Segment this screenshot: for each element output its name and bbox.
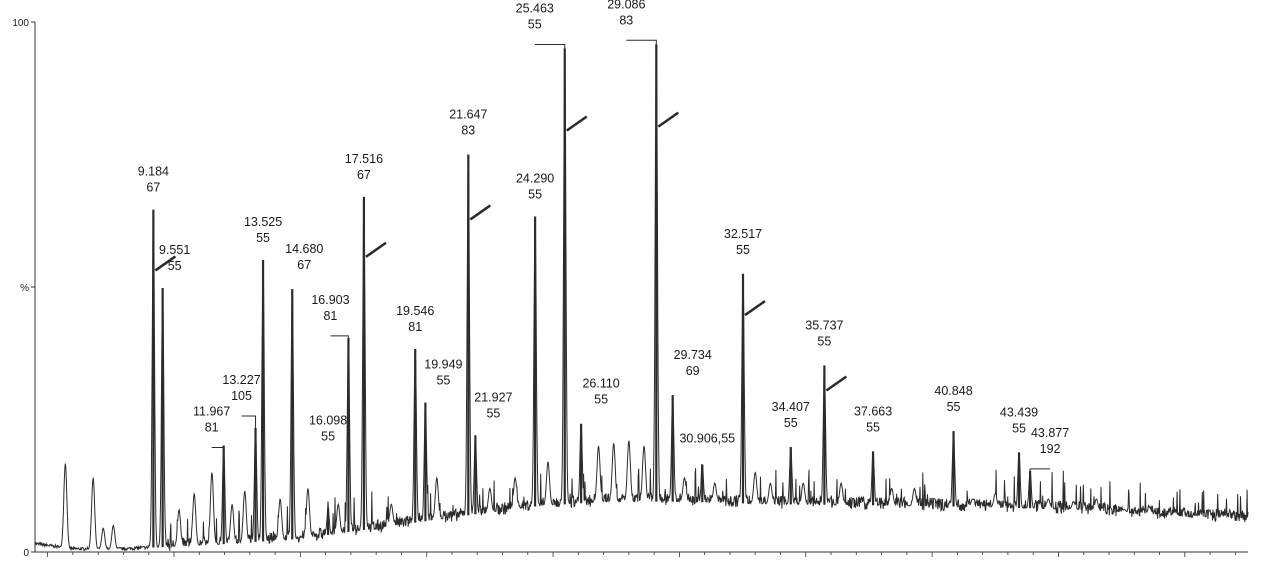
peak-rt-label: 16.098 (309, 414, 347, 428)
label-leader (534, 44, 566, 49)
peak-labels: 9.184 67 9.551 55 11.967 81 13.227 105 13.525 55 1… (138, 0, 1069, 471)
peak-rt-label: 21.647 (449, 108, 487, 122)
peak-rt-label: 9.184 (138, 165, 169, 179)
peak-mz-label: 55 (528, 188, 542, 202)
peak-mz-label: 55 (817, 334, 831, 348)
peak-rt-label: 25.463 (516, 2, 554, 16)
y-tick-label: % (20, 283, 29, 294)
label-leader (1029, 468, 1051, 471)
peak-mz-label: 55 (436, 374, 450, 388)
chromatogram-trace (34, 46, 1249, 552)
peak-rt-label: 35.737 (805, 318, 843, 332)
peak-rt-label: 43.877 (1031, 426, 1069, 440)
peak-mz-label: 81 (205, 420, 219, 434)
peak-break-mark (154, 255, 177, 272)
peak-mz-label: 55 (736, 243, 750, 257)
peak-rt-label: 19.949 (424, 358, 462, 372)
chart-axes: 0% 100 (12, 18, 1248, 559)
peak-rt-label: 14.680 (285, 242, 323, 256)
peak-mz-label: 55 (947, 400, 961, 414)
label-leader (330, 335, 349, 338)
peak-break-mark (365, 241, 387, 258)
peak-mz-label: 55 (594, 393, 608, 407)
peak-rt-label: 9.551 (159, 243, 190, 257)
label-leader (211, 445, 225, 448)
peak-label: 30.906,55 (679, 432, 735, 446)
y-tick-label: 0 (23, 548, 29, 559)
peak-rt-label: 40.848 (934, 384, 972, 398)
peak-mz-label: 55 (528, 18, 542, 32)
signal-line (34, 46, 1249, 552)
peak-rt-label: 16.903 (311, 293, 349, 307)
peak-rt-label: 13.525 (244, 215, 282, 229)
peak-mz-label: 69 (686, 364, 700, 378)
peak-mz-label: 83 (461, 124, 475, 138)
peak-break-mark (744, 300, 766, 317)
peak-mz-label: 55 (256, 231, 270, 245)
peak-mz-label: 192 (1040, 442, 1061, 456)
peak-markers (152, 44, 1032, 548)
peak-mz-label: 81 (408, 320, 422, 334)
peak-break-mark (566, 115, 588, 132)
peak-mz-label: 55 (168, 259, 182, 273)
peak-break-mark (825, 375, 848, 392)
peak-rt-label: 43.439 (1000, 405, 1038, 419)
peak-mz-label: 55 (866, 420, 880, 434)
peak-mz-label: 55 (486, 406, 500, 420)
peak-rt-label: 29.734 (674, 348, 712, 362)
peak-mz-label: 83 (619, 13, 633, 27)
peak-rt-label: 29.086 (607, 0, 645, 11)
peak-rt-label: 37.663 (854, 404, 892, 418)
label-leader (241, 415, 257, 428)
peak-mz-label: 67 (357, 168, 371, 182)
label-leader (626, 39, 657, 45)
peak-mz-label: 67 (297, 258, 311, 272)
peak-rt-label: 21.927 (474, 390, 512, 404)
peak-rt-label: 32.517 (724, 227, 762, 241)
peak-mz-label: 55 (784, 416, 798, 430)
peak-mz-label: 55 (321, 430, 335, 444)
peak-mz-label: 81 (323, 309, 337, 323)
peak-rt-label: 26.110 (582, 377, 619, 391)
peak-mz-label: 67 (146, 181, 160, 195)
y-tick-label: 100 (12, 18, 29, 29)
peak-rt-label: 19.546 (396, 304, 434, 318)
peak-rt-label: 13.227 (222, 373, 260, 387)
peak-mz-label: 105 (231, 389, 252, 403)
peak-rt-label: 17.516 (345, 152, 383, 166)
peak-rt-label: 34.407 (772, 400, 810, 414)
peak-rt-label: 24.290 (516, 172, 554, 186)
peak-break-mark (469, 204, 492, 221)
peak-break-mark (657, 111, 680, 128)
peak-mz-label: 55 (1012, 421, 1026, 435)
peak-rt-label: 11.967 (193, 404, 230, 418)
